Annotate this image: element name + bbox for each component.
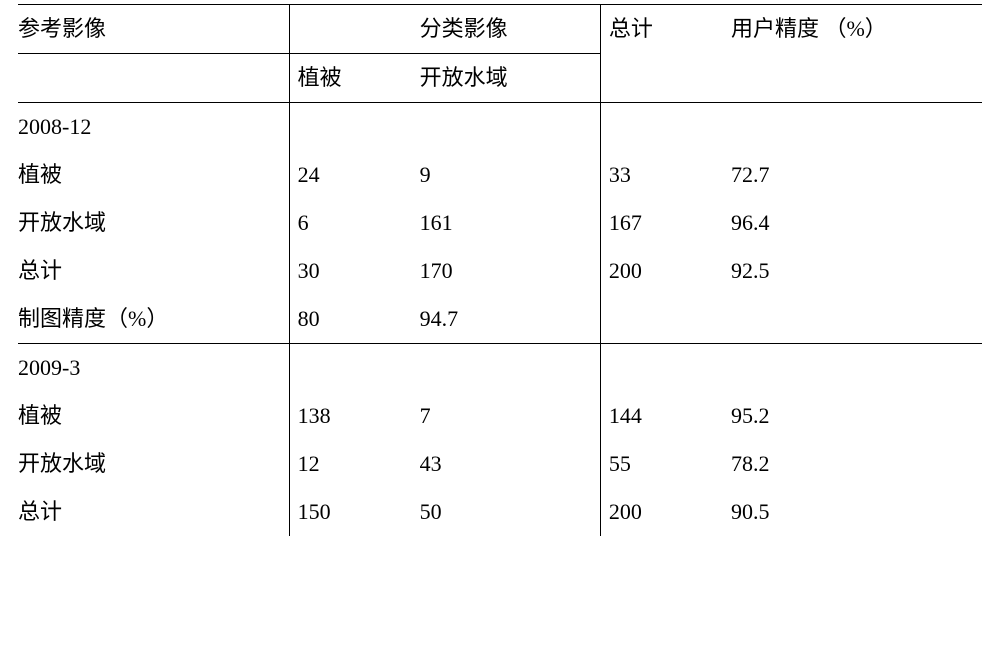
confusion-matrix-table-container: 参考影像 分类影像 总计 用户精度 （%） 植被 开放水域 2008-12 植被…: [0, 0, 1000, 646]
cell-total: 33: [600, 151, 731, 199]
confusion-matrix-table: 参考影像 分类影像 总计 用户精度 （%） 植被 开放水域 2008-12 植被…: [18, 4, 982, 536]
cell-total: 55: [600, 440, 731, 488]
cell-blank: [289, 103, 420, 152]
row-label: 开放水域: [18, 440, 289, 488]
cell-water: 7: [420, 392, 601, 440]
cell-blank: [289, 344, 420, 393]
cell-veg: 12: [289, 440, 420, 488]
cell-ua: 92.5: [731, 247, 982, 295]
hdr-classified-image-spacer: [289, 5, 420, 54]
table-row: 开放水域 6 161 167 96.4: [18, 199, 982, 247]
row-label: 总计: [18, 247, 289, 295]
period-label: 2009-3: [18, 344, 289, 393]
row-label: 开放水域: [18, 199, 289, 247]
cell-veg: 30: [289, 247, 420, 295]
table-row: 总计 150 50 200 90.5: [18, 488, 982, 536]
cell-water: 43: [420, 440, 601, 488]
hdr-ua-blank: [731, 54, 982, 103]
row-label: 植被: [18, 392, 289, 440]
cell-veg: 24: [289, 151, 420, 199]
cell-ua: [731, 295, 982, 344]
hdr-total: 总计: [600, 5, 731, 54]
cell-total: 144: [600, 392, 731, 440]
cell-ua: 78.2: [731, 440, 982, 488]
cell-ua: 95.2: [731, 392, 982, 440]
cell-water: 161: [420, 199, 601, 247]
cell-blank: [420, 344, 601, 393]
cell-water: 9: [420, 151, 601, 199]
cell-veg: 80: [289, 295, 420, 344]
table-row: 制图精度（%） 80 94.7: [18, 295, 982, 344]
table-row: 2009-3: [18, 344, 982, 393]
cell-total: 200: [600, 488, 731, 536]
hdr-vegetation: 植被: [289, 54, 420, 103]
hdr-blank: [18, 54, 289, 103]
cell-blank: [600, 103, 731, 152]
period-label: 2008-12: [18, 103, 289, 152]
header-row-2: 植被 开放水域: [18, 54, 982, 103]
cell-total: 200: [600, 247, 731, 295]
hdr-reference-image: 参考影像: [18, 5, 289, 54]
cell-veg: 138: [289, 392, 420, 440]
hdr-open-water: 开放水域: [420, 54, 601, 103]
header-row-1: 参考影像 分类影像 总计 用户精度 （%）: [18, 5, 982, 54]
cell-water: 170: [420, 247, 601, 295]
table-row: 开放水域 12 43 55 78.2: [18, 440, 982, 488]
cell-blank: [731, 103, 982, 152]
cell-blank: [600, 344, 731, 393]
hdr-classified-image: 分类影像: [420, 5, 601, 54]
table-row: 总计 30 170 200 92.5: [18, 247, 982, 295]
table-row: 植被 24 9 33 72.7: [18, 151, 982, 199]
cell-veg: 150: [289, 488, 420, 536]
table-row: 植被 138 7 144 95.2: [18, 392, 982, 440]
cell-total: [600, 295, 731, 344]
cell-water: 50: [420, 488, 601, 536]
cell-water: 94.7: [420, 295, 601, 344]
hdr-user-accuracy: 用户精度 （%）: [731, 5, 982, 54]
row-label: 制图精度（%）: [18, 295, 289, 344]
cell-ua: 96.4: [731, 199, 982, 247]
row-label: 植被: [18, 151, 289, 199]
cell-veg: 6: [289, 199, 420, 247]
table-row: 2008-12: [18, 103, 982, 152]
hdr-total-blank: [600, 54, 731, 103]
row-label: 总计: [18, 488, 289, 536]
cell-blank: [420, 103, 601, 152]
cell-ua: 90.5: [731, 488, 982, 536]
cell-ua: 72.7: [731, 151, 982, 199]
cell-total: 167: [600, 199, 731, 247]
cell-blank: [731, 344, 982, 393]
